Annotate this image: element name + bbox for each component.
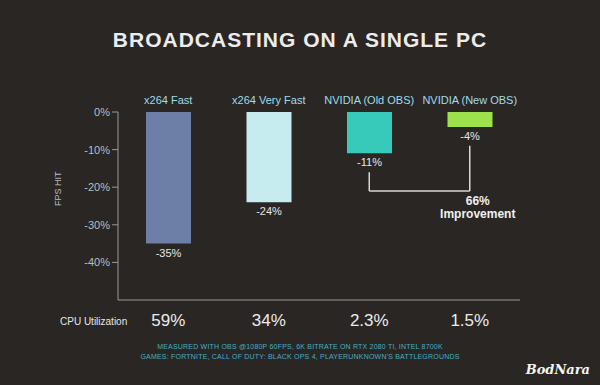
html-text:GAMES: FORTNITE, CALL OF DUTY:: GAMES: FORTNITE, CALL OF DUTY: BLACK OPS…	[140, 353, 460, 360]
html-text:BROADCASTING ON A SINGLE PC: BROADCASTING ON A SINGLE PC	[112, 28, 488, 51]
html-text:34%: 34%	[251, 311, 286, 330]
html-text:CPU Utilization: CPU Utilization	[60, 316, 128, 327]
svg-text:x264 Fast: x264 Fast	[144, 94, 192, 106]
svg-text:-4%: -4%	[460, 130, 480, 142]
svg-text:Improvement: Improvement	[440, 207, 515, 221]
svg-text:FPS HIT: FPS HIT	[53, 171, 63, 206]
svg-text:-20%: -20%	[84, 181, 110, 193]
svg-text:-11%: -11%	[357, 156, 382, 168]
svg-text:-24%: -24%	[256, 205, 282, 217]
svg-text:NVIDIA (New OBS): NVIDIA (New OBS)	[422, 94, 517, 106]
svg-text:0%: 0%	[94, 106, 110, 118]
svg-text:-35%: -35%	[156, 247, 182, 259]
html-text:59%: 59%	[151, 311, 186, 330]
svg-text:-30%: -30%	[84, 219, 110, 231]
svg-text:-10%: -10%	[84, 144, 110, 156]
html-text:BodNara: BodNara	[525, 362, 590, 377]
svg-text:NVIDIA (Old OBS): NVIDIA (Old OBS)	[324, 94, 414, 106]
svg-text:66%: 66%	[466, 194, 490, 208]
html-text:MEASURED WITH OBS @1080P 60FPS: MEASURED WITH OBS @1080P 60FPS, 6K BITRA…	[157, 343, 443, 350]
html-text:2.3%: 2.3%	[349, 311, 389, 330]
html-text:1.5%: 1.5%	[450, 311, 490, 330]
svg-text:-40%: -40%	[84, 256, 110, 268]
svg-text:x264 Very Fast: x264 Very Fast	[232, 94, 305, 106]
